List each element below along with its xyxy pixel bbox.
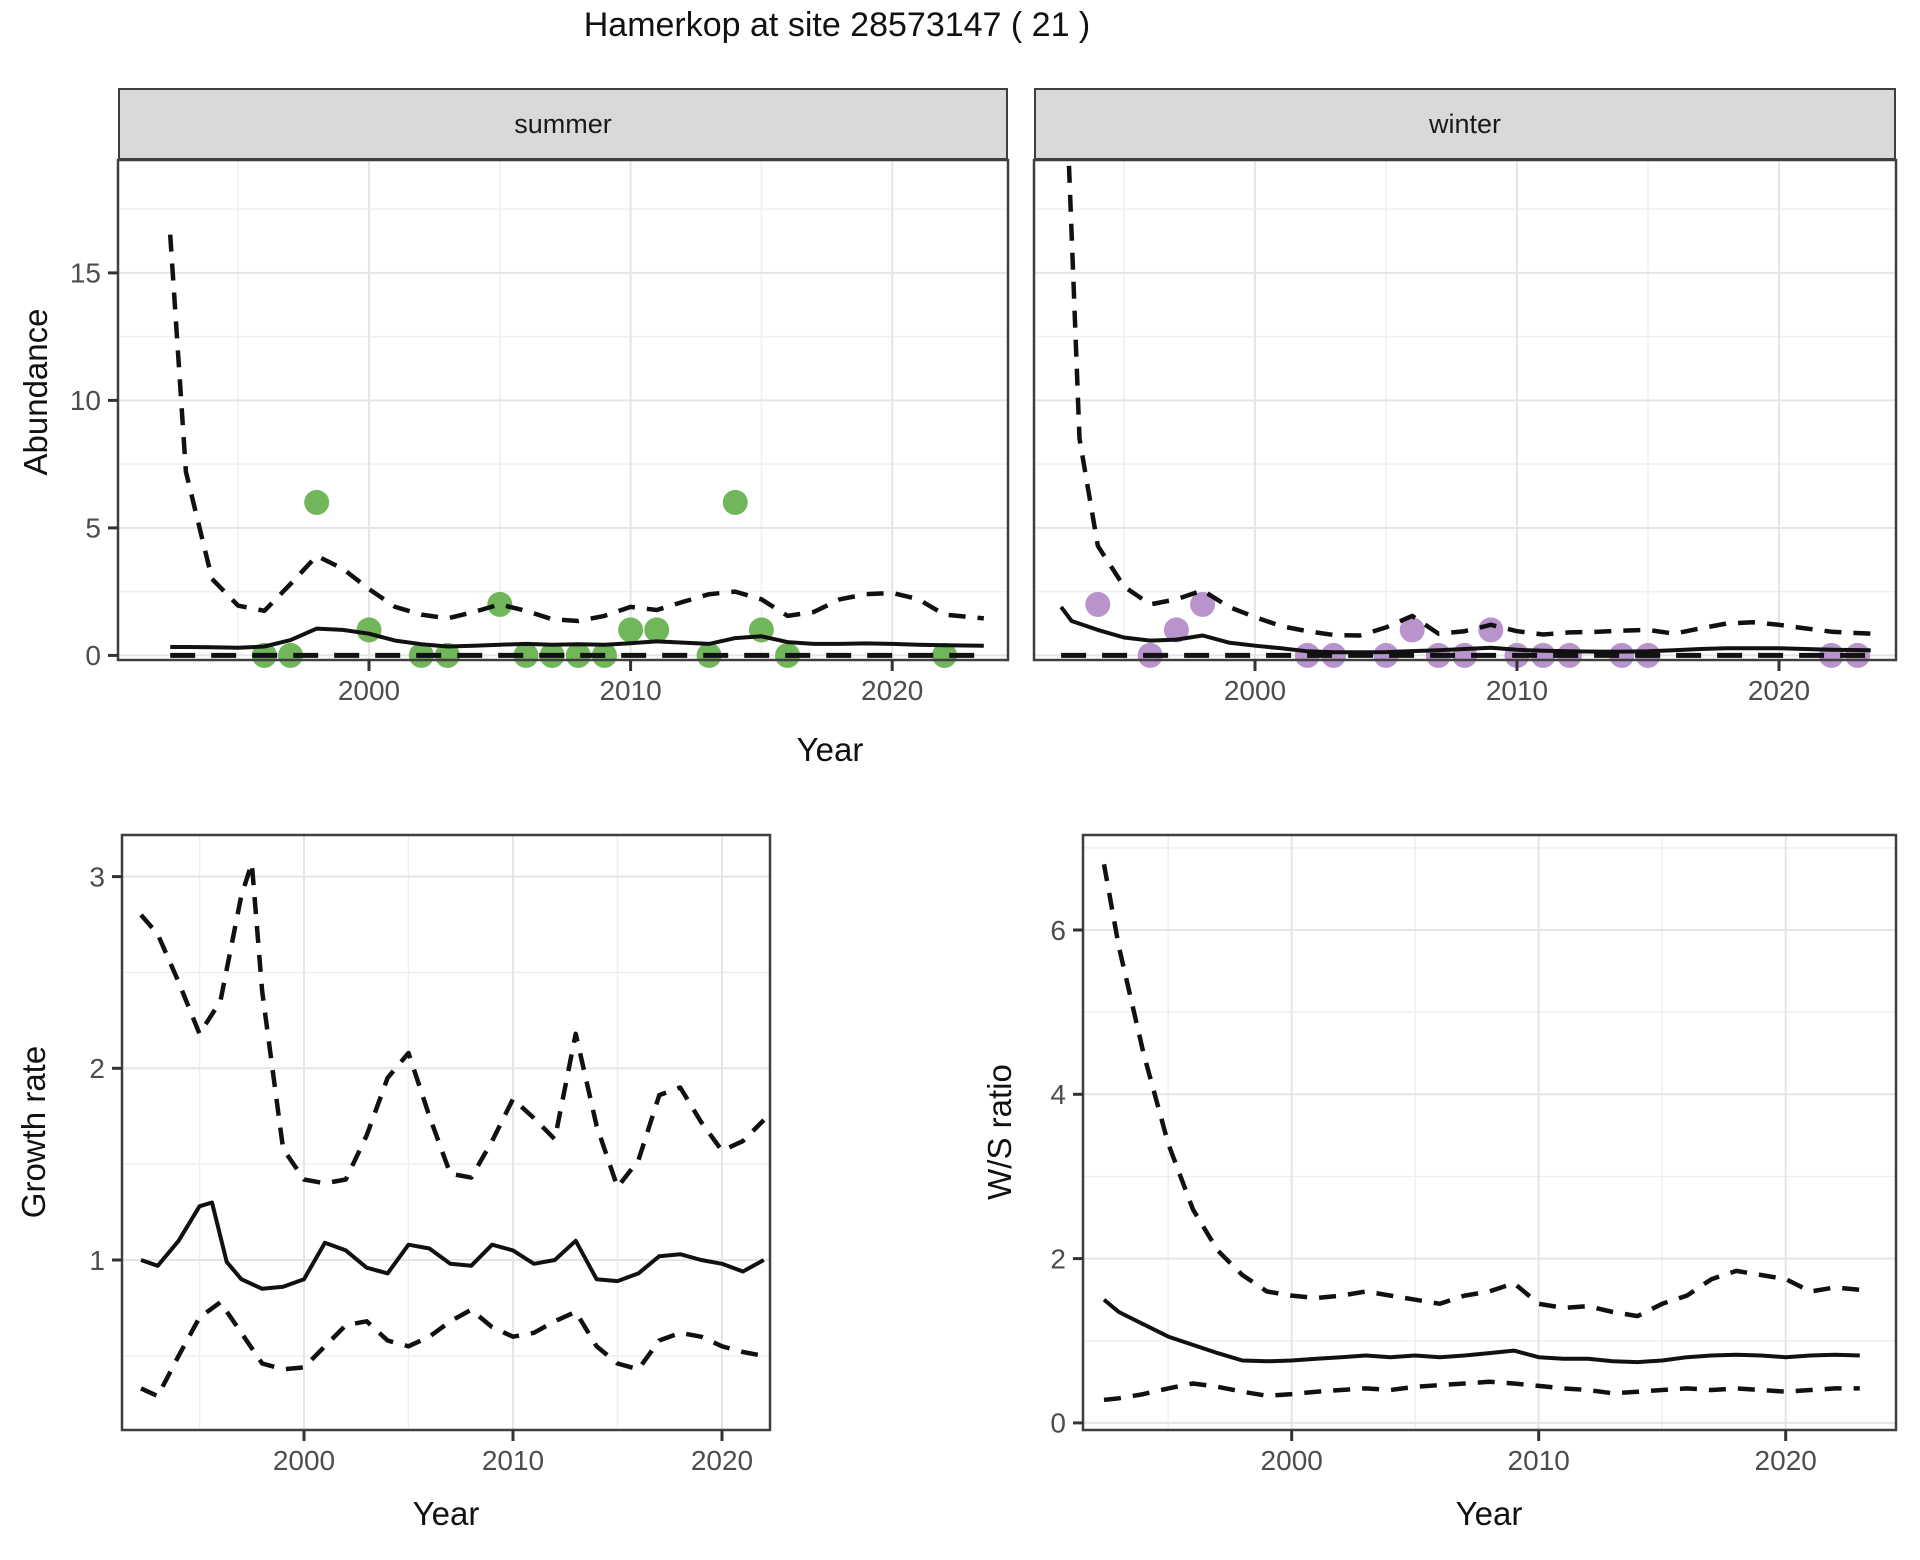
x-tick-label: 2000	[1224, 675, 1286, 706]
abundance-summer-point	[513, 642, 539, 668]
y-tick-label: 15	[70, 258, 101, 289]
y-tick-label: 1	[89, 1245, 105, 1276]
abundance-summer-point	[487, 591, 513, 617]
ws-ratio-ws-mean	[1102, 1298, 1860, 1365]
x-tick-label: 2020	[691, 1445, 753, 1476]
abundance-winter-point	[1321, 642, 1347, 668]
x-tick-label: 2010	[482, 1445, 544, 1476]
y-tick-label: 10	[70, 385, 101, 416]
abundance-winter-point	[1609, 642, 1635, 668]
abundance-summer-point	[618, 617, 644, 643]
plot-title: Hamerkop at site 28573147 ( 21 )	[583, 6, 1091, 44]
abundance-winter-point	[1478, 617, 1504, 643]
y-axis-title-ws-ratio: W/S ratio	[981, 1064, 1018, 1200]
ws-ratio-ws-lower-ci	[1103, 1379, 1860, 1403]
y-axis-title-abundance: Abundance	[17, 308, 54, 476]
abundance-summer-point	[434, 642, 460, 668]
abundance-summer-point	[278, 642, 304, 668]
abundance-summer-point	[932, 642, 958, 668]
y-tick-label: 2	[1050, 1243, 1066, 1274]
x-tick-label: 2010	[599, 675, 661, 706]
y-tick-label: 0	[1050, 1408, 1066, 1439]
abundance-summer-upper-ci	[167, 234, 985, 624]
panel-border	[1081, 833, 1898, 1432]
x-axis-title-year-bottom-left: Year	[412, 1495, 480, 1532]
abundance-winter-point	[1190, 591, 1216, 617]
abundance-summer-point	[722, 489, 748, 515]
abundance-winter-point	[1163, 617, 1189, 643]
abundance-winter-fitted-mean	[1059, 605, 1871, 655]
y-tick-label: 4	[1050, 1079, 1066, 1110]
abundance-summer-point	[304, 489, 330, 515]
panel-border	[116, 158, 1010, 662]
y-axis-title-growth-rate: Growth rate	[15, 1045, 52, 1219]
x-tick-label: 2000	[1261, 1445, 1323, 1476]
x-tick-label: 2020	[1755, 1445, 1817, 1476]
panel-ws-ratio: 2000 2010 2020 0 2 4 6	[1050, 833, 1898, 1476]
y-tick-label: 3	[89, 861, 105, 892]
x-tick-label: 2020	[1748, 675, 1810, 706]
x-axis-title-year-bottom-right: Year	[1455, 1495, 1523, 1532]
abundance-summer-fitted-mean	[170, 626, 984, 650]
abundance-winter-point	[1373, 642, 1399, 668]
abundance-summer-point	[644, 617, 670, 643]
panel-abundance-summer: 2000 2010 2020 0 5 10 15	[70, 158, 1010, 706]
abundance-winter-point	[1399, 617, 1425, 643]
facet-strip-summer: summer	[118, 88, 1008, 160]
abundance-summer-point	[565, 642, 591, 668]
facet-strip-winter-label: winter	[1428, 108, 1502, 139]
x-tick-label: 2020	[861, 675, 923, 706]
x-axis-title-year-top: Year	[796, 731, 864, 768]
panel-border	[1032, 158, 1898, 662]
y-tick-label: 2	[89, 1053, 105, 1084]
abundance-summer-point	[356, 617, 382, 643]
growth-rate-growth-mean	[140, 1200, 765, 1291]
x-tick-label: 2010	[1486, 675, 1548, 706]
x-tick-label: 2000	[273, 1445, 335, 1476]
x-tick-label: 2010	[1508, 1445, 1570, 1476]
abundance-winter-point	[1085, 591, 1111, 617]
panel-growth-rate: 2000 2010 2020 1 2 3	[89, 833, 772, 1476]
growth-rate-growth-lower-ci	[140, 1299, 765, 1399]
panel-border	[120, 833, 772, 1432]
ws-ratio-ws-upper-ci	[1101, 863, 1861, 1319]
y-tick-label: 5	[85, 513, 101, 544]
y-tick-label: 0	[85, 640, 101, 671]
abundance-winter-upper-ci	[1066, 165, 1871, 638]
x-tick-label: 2000	[338, 675, 400, 706]
facet-strip-summer-label: summer	[514, 108, 612, 139]
panel-abundance-winter: 2000 2010 2020	[1032, 158, 1898, 706]
facet-strip-winter: winter	[1034, 88, 1896, 160]
y-tick-label: 6	[1050, 915, 1066, 946]
